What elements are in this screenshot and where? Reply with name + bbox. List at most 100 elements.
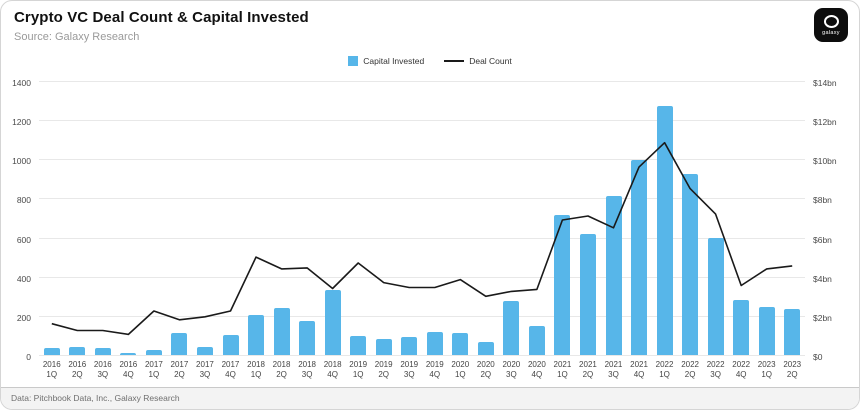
x-axis-label: 2017 1Q <box>144 360 163 379</box>
chart-area: 0 200 400 600 800 1000 1200 1400 $0 $2bn $4bn $6bn… <box>9 78 849 383</box>
capital-invested-bar <box>222 335 239 355</box>
x-axis-label: 2019 4Q <box>425 360 444 379</box>
right-axis-tick: $8bn <box>813 195 832 206</box>
left-axis-tick: 1000 <box>12 156 31 167</box>
deal-count-line <box>51 141 793 336</box>
x-axis-label: 2020 3Q <box>502 360 521 379</box>
right-axis-tick: $2bn <box>813 312 832 323</box>
left-axis-tick: 600 <box>16 234 31 245</box>
right-axis-tick: $10bn <box>813 156 837 167</box>
capital-invested-bar <box>248 314 265 355</box>
gridline <box>39 159 805 161</box>
gridline <box>39 198 805 200</box>
source-subtitle: Source: Galaxy Research <box>14 31 140 43</box>
bar-swatch-icon <box>348 56 359 66</box>
capital-invested-bar <box>171 333 188 355</box>
legend-item-deal-count: Deal Count <box>444 56 512 66</box>
gridline <box>39 315 805 317</box>
left-axis-tick: 200 <box>16 312 31 323</box>
x-axis-label: 2016 2Q <box>68 360 87 379</box>
right-axis-tick: $12bn <box>813 117 837 128</box>
capital-invested-bar <box>477 342 494 355</box>
left-axis-tick: 400 <box>16 273 31 284</box>
gridline <box>39 237 805 239</box>
capital-invested-bar <box>299 320 316 355</box>
gridline <box>39 276 805 278</box>
capital-invested-bar <box>69 347 86 355</box>
x-axis-label: 2019 3Q <box>400 360 419 379</box>
x-axis-label: 2017 4Q <box>221 360 240 379</box>
capital-invested-bar <box>120 353 137 355</box>
right-axis-tick: $4bn <box>813 273 832 284</box>
capital-invested-bar <box>758 307 775 355</box>
x-axis-label: 2020 1Q <box>451 360 470 379</box>
x-axis-label: 2021 4Q <box>630 360 648 379</box>
capital-invested-bar <box>631 160 648 355</box>
x-axis-label: 2021 1Q <box>553 360 572 379</box>
capital-invested-bar <box>43 348 60 355</box>
x-axis: 2016 1Q 2016 2Q 2016 3Q 2016 4Q 2017 1Q 2017 2Q 2017… <box>39 357 805 383</box>
x-axis-label: 2022 4Q <box>732 360 751 379</box>
capital-invested-bar <box>605 196 622 355</box>
capital-invested-bar <box>375 339 392 355</box>
capital-invested-bar <box>579 233 596 355</box>
gridline <box>39 120 805 122</box>
capital-invested-bar <box>707 237 724 355</box>
x-axis-label: 2021 3Q <box>604 360 623 379</box>
gridline <box>39 355 805 356</box>
capital-invested-bar <box>426 331 443 355</box>
right-axis-tick: $6bn <box>813 234 832 245</box>
galaxy-logo: galaxy <box>814 8 848 42</box>
right-axis-tick: $14bn <box>813 78 837 88</box>
x-axis-label: 2016 1Q <box>42 360 61 379</box>
x-axis-label: 2022 1Q <box>655 360 674 379</box>
capital-invested-bar <box>145 350 162 355</box>
left-axis-tick: 1200 <box>12 117 31 128</box>
x-axis-label: 2018 1Q <box>247 360 265 379</box>
capital-invested-bar <box>733 300 750 355</box>
capital-invested-bar <box>196 347 213 355</box>
capital-invested-bar <box>350 336 367 355</box>
page-title: Crypto VC Deal Count & Capital Invested <box>14 9 309 26</box>
galaxy-ring-icon <box>823 14 839 28</box>
plot-area <box>39 81 805 356</box>
legend-label: Deal Count <box>469 56 512 66</box>
x-axis-label: 2023 1Q <box>757 360 776 379</box>
x-axis-label: 2018 4Q <box>323 360 342 379</box>
left-axis: 0 200 400 600 800 1000 1200 1400 <box>9 78 35 362</box>
capital-invested-bar <box>273 308 290 355</box>
x-axis-label: 2018 2Q <box>272 360 291 379</box>
capital-invested-bar <box>784 309 801 355</box>
legend: Capital Invested Deal Count <box>1 56 859 66</box>
x-axis-label: 2017 3Q <box>196 360 214 379</box>
x-axis-label: 2019 2Q <box>374 360 393 379</box>
capital-invested-bar <box>452 333 469 355</box>
right-axis: $0 $2bn $4bn $6bn $8bn $10bn $12bn $14bn <box>809 78 849 362</box>
x-axis-label: 2023 2Q <box>783 360 802 379</box>
x-axis-label: 2018 3Q <box>298 360 316 379</box>
x-axis-label: 2022 3Q <box>706 360 725 379</box>
left-axis-tick: 1400 <box>12 78 31 88</box>
x-axis-label: 2016 3Q <box>93 360 112 379</box>
x-axis-label: 2022 2Q <box>681 360 699 379</box>
x-axis-label: 2020 2Q <box>476 360 495 379</box>
data-attribution: Data: Pitchbook Data, Inc., Galaxy Resea… <box>11 393 180 403</box>
line-swatch-icon <box>444 60 465 62</box>
x-axis-label: 2019 1Q <box>349 360 368 379</box>
capital-invested-bar <box>503 301 520 355</box>
capital-invested-bar <box>528 325 545 355</box>
legend-label: Capital Invested <box>363 56 425 66</box>
left-axis-tick: 0 <box>26 352 31 362</box>
galaxy-logo-text: galaxy <box>822 29 840 36</box>
left-axis-tick: 800 <box>16 195 31 206</box>
capital-invested-bar <box>324 290 341 355</box>
capital-invested-bar <box>682 173 699 355</box>
footer-bar: Data: Pitchbook Data, Inc., Galaxy Resea… <box>1 387 859 409</box>
right-axis-tick: $0 <box>813 352 823 362</box>
x-axis-label: 2017 2Q <box>170 360 189 379</box>
legend-item-capital-invested: Capital Invested <box>348 56 424 66</box>
x-axis-label: 2020 4Q <box>527 360 546 379</box>
x-axis-label: 2021 2Q <box>579 360 597 379</box>
capital-invested-bar <box>401 337 418 355</box>
